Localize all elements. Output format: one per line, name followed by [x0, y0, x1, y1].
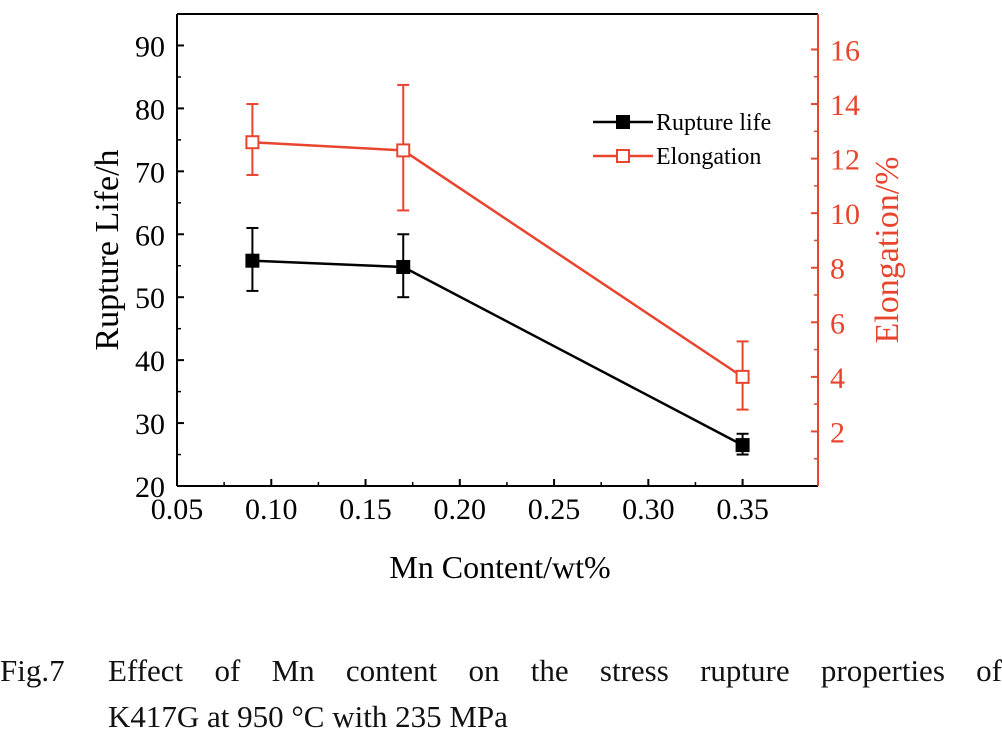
caption-line-1: Effect of Mn content on the stress ruptu…	[108, 653, 1002, 688]
data-point-rupture-life	[245, 253, 260, 268]
legend-marker	[616, 149, 630, 163]
y-left-tick-label: 20	[135, 471, 165, 504]
chart-svg: 0.05 0.10 0.15 0.20 0.25 0.30 0.35 20 30 40 50 60 70…	[89, 13, 906, 585]
y-left-tick-label: 50	[135, 282, 165, 315]
y-left-tick-label: 60	[135, 219, 165, 252]
y-right-tick-label: 6	[830, 307, 845, 340]
x-tick-label: 0.15	[339, 493, 392, 526]
y-right-tick-label: 10	[830, 198, 860, 231]
data-point-rupture-life	[735, 438, 750, 453]
chart: 0.05 0.10 0.15 0.20 0.25 0.30 0.35 20 30 40 50 60 70…	[89, 13, 906, 585]
series-line-2	[252, 140, 744, 378]
y-right-axis-label: Elongation/%	[869, 157, 906, 344]
legend-label: Elongation	[656, 144, 761, 170]
y-left-axis-label: Rupture Life/h	[89, 149, 126, 350]
y-left-tick-label: 30	[135, 408, 165, 441]
y-left-tick-label: 70	[135, 156, 165, 189]
x-tick-label: 0.05	[151, 493, 204, 526]
x-tick-label: 0.25	[528, 493, 581, 526]
y-right-tick-label: 16	[830, 34, 860, 67]
x-tick-label: 0.35	[716, 493, 769, 526]
y-right-tick-label: 14	[830, 89, 860, 122]
x-tick-label: 0.10	[245, 493, 298, 526]
data-point-elongation	[245, 135, 260, 150]
x-tick-label: 0.30	[622, 493, 675, 526]
caption-figure-number: Fig.7	[0, 653, 65, 688]
figure-caption: Fig.7 Effect of Mn content on the stress…	[0, 648, 1002, 740]
y-left-tick-label: 80	[135, 93, 165, 126]
legend-marker	[616, 115, 630, 129]
x-tick-label: 0.20	[434, 493, 487, 526]
data-point-rupture-life	[396, 259, 411, 274]
y-right-tick-label: 8	[830, 253, 845, 286]
y-left-tick-label: 40	[135, 345, 165, 378]
data-point-elongation	[396, 143, 411, 158]
y-right-tick-label: 4	[830, 362, 845, 395]
series-line-1	[252, 259, 744, 447]
data-point-elongation	[735, 369, 750, 384]
legend-label: Rupture life	[656, 110, 771, 136]
y-left-tick-label: 90	[135, 30, 165, 63]
x-axis-label: Mn Content/wt%	[389, 549, 610, 585]
caption-line-2: K417G at 950 °C with 235 MPa	[108, 699, 508, 734]
y-right-tick-label: 2	[830, 416, 845, 449]
y-right-tick-label: 12	[830, 144, 860, 177]
